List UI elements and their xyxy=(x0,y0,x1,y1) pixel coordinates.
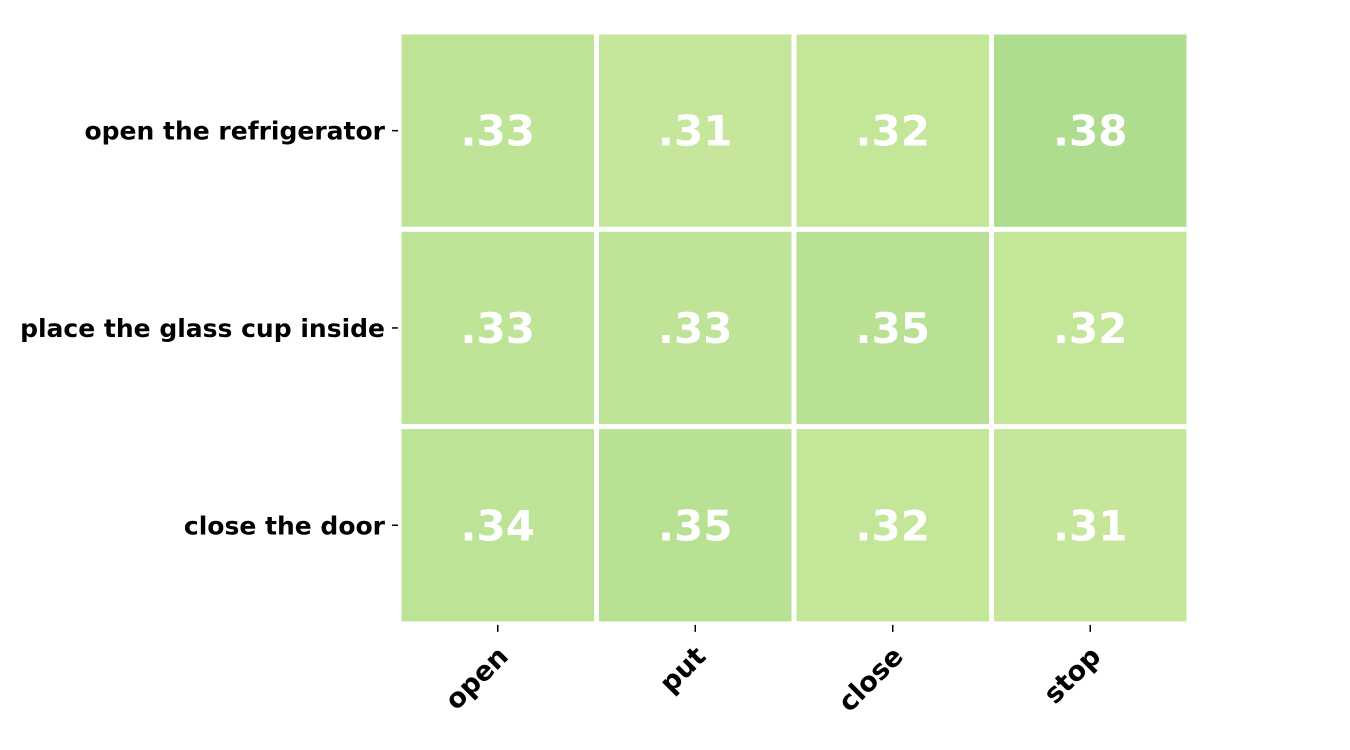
heatmap-cells xyxy=(401,34,1187,622)
heatmap-cell-r0-c1 xyxy=(599,34,792,227)
cell-value-label-r0-c2: .32 xyxy=(856,107,930,156)
heatmap-cell-r2-c3 xyxy=(994,429,1187,622)
cell-value-label-r0-c0: .33 xyxy=(461,107,535,156)
heatmap-cell-r0-c2 xyxy=(796,34,989,227)
column-label-0: open xyxy=(439,641,514,716)
row-axis: open the refrigerator place the glass cup… xyxy=(20,117,398,540)
row-label-0: open the refrigerator xyxy=(84,117,385,146)
cell-value-label-r1-c1: .33 xyxy=(658,304,732,353)
row-label-2: close the door xyxy=(184,511,386,540)
column-label-1: put xyxy=(654,641,712,699)
heatmap-cell-r1-c2 xyxy=(796,231,989,425)
cell-value-label-r0-c3: .38 xyxy=(1053,107,1127,156)
cell-value-label-r0-c1: .31 xyxy=(658,107,732,156)
column-label-3: stop xyxy=(1038,641,1107,710)
column-axis: open put close stop xyxy=(439,624,1107,718)
cell-value-label-r1-c0: .33 xyxy=(461,304,535,353)
heatmap-cell-r1-c3 xyxy=(994,231,1187,425)
heatmap-cell-r2-c1 xyxy=(599,429,792,622)
heatmap-cell-r0-c3 xyxy=(994,34,1187,227)
heatmap-cell-r1-c1 xyxy=(599,231,792,425)
heatmap-value-labels: .33 .31 .32 .38 .33 .33 .35 .32 .34 .35 .32 .31 xyxy=(461,107,1128,551)
heatmap-cell-r0-c0 xyxy=(401,34,594,227)
cell-value-label-r2-c2: .32 xyxy=(856,501,930,550)
cell-value-label-r1-c2: .35 xyxy=(856,304,930,353)
cell-value-label-r2-c1: .35 xyxy=(658,501,732,550)
row-label-1: place the glass cup inside xyxy=(20,314,385,343)
column-label-2: close xyxy=(832,641,909,718)
heatmap-cell-r1-c0 xyxy=(401,231,594,425)
heatmap-cell-r2-c2 xyxy=(796,429,989,622)
cell-value-label-r1-c3: .32 xyxy=(1053,304,1127,353)
heatmap-cell-r2-c0 xyxy=(401,429,594,622)
cell-value-label-r2-c0: .34 xyxy=(461,501,535,550)
cell-value-label-r2-c3: .31 xyxy=(1053,501,1127,550)
